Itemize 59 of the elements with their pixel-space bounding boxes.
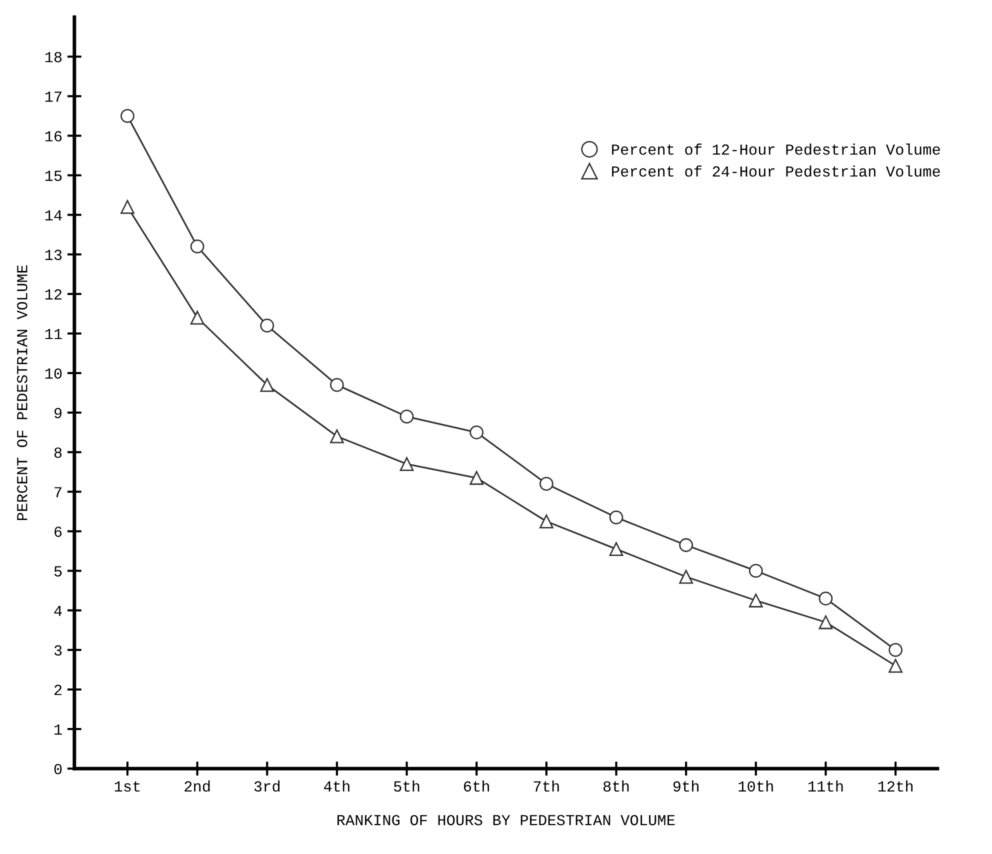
x-tick-label: 3rd (254, 780, 280, 792)
point (818, 615, 833, 630)
point (260, 378, 274, 392)
point (539, 514, 554, 528)
y-tick-label: 0 (54, 764, 62, 774)
x-tick-label: 10th (738, 780, 773, 792)
point (679, 538, 694, 552)
y-tick-label: 14 (45, 210, 62, 220)
point (888, 658, 902, 673)
y-tick-label: 13 (45, 250, 62, 260)
point (539, 476, 554, 491)
y-tick-label: 5 (54, 566, 62, 577)
point (330, 378, 344, 392)
point (679, 570, 694, 584)
y-tick-label: 3 (54, 645, 62, 656)
y-tick-label: 18 (45, 52, 62, 62)
y-tick-label: 15 (45, 170, 62, 181)
x-tick-label: 12th (878, 780, 913, 792)
x-tick-label: 9th (673, 780, 698, 792)
x-tick-label: 1st (114, 781, 140, 792)
point (609, 510, 624, 524)
point (190, 240, 204, 254)
x-tick-label: 4th (324, 780, 350, 792)
point (120, 200, 134, 214)
legend-label: Percent of 12-Hour Pedestrian Volume (612, 144, 940, 155)
x-tick-label: 6th (464, 780, 489, 792)
point (330, 429, 344, 444)
y-tick-label: 8 (54, 447, 62, 458)
point (400, 457, 414, 471)
y-tick-label: 6 (54, 526, 62, 537)
x-tick-label: 5th (394, 780, 420, 792)
y-tick-label: 12 (45, 289, 62, 300)
x-axis-title: RANKING OF HOURS BY PEDESTRIAN VOLUME (338, 814, 675, 826)
y-tick-label: 16 (45, 131, 62, 142)
x-tick-label: 2nd (184, 780, 210, 792)
point (400, 410, 414, 424)
point (748, 564, 763, 578)
point (190, 310, 204, 325)
y-tick-label: 1 (54, 724, 62, 735)
y-tick-label: 9 (54, 408, 62, 418)
y-tick-label: 10 (45, 368, 62, 379)
legend-label: Percent of 24-Hour Pedestrian Volume (612, 165, 940, 177)
point (888, 642, 902, 657)
point (748, 594, 763, 608)
point (260, 318, 274, 333)
x-tick-label: 7th (534, 780, 559, 792)
y-tick-label: 4 (54, 606, 62, 616)
y-tick-label: 11 (45, 328, 62, 340)
point (470, 470, 484, 485)
x-tick-label: 11th (808, 780, 843, 792)
y-tick-label: 2 (54, 684, 62, 696)
point (609, 542, 624, 556)
y-axis-title: PERCENT OF PEDESTRIAN VOLUME (16, 265, 28, 520)
point (120, 109, 134, 123)
y-tick-label: 7 (54, 487, 62, 498)
point (818, 592, 833, 606)
x-tick-label: 8th (603, 780, 629, 792)
point (470, 425, 484, 440)
y-tick-label: 17 (45, 92, 62, 102)
